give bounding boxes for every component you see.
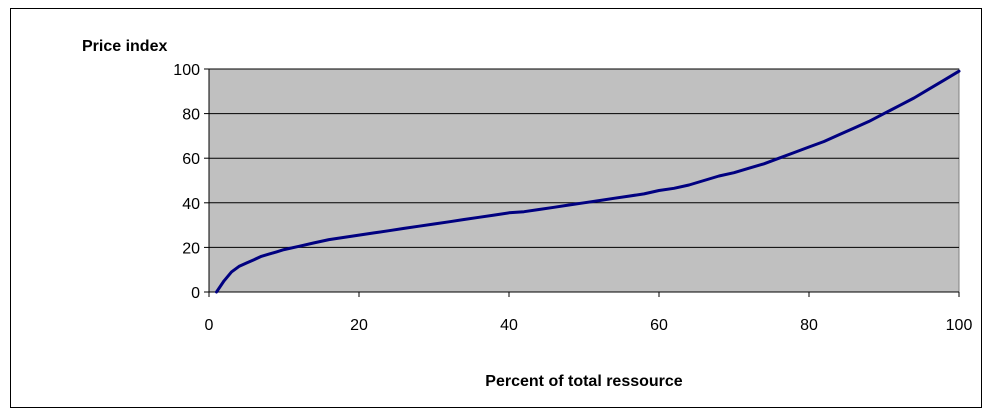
y-tick-label: 40 [182, 196, 200, 213]
x-tick-label: 60 [650, 317, 668, 334]
line-chart: 0 20 40 60 80 100 0 20 40 60 80 100 Price index Pe… [82, 38, 973, 390]
x-tick-label: 0 [205, 317, 214, 334]
x-tick-label: 40 [500, 317, 518, 334]
x-tick-label: 20 [350, 317, 368, 334]
x-tick-label: 80 [800, 317, 818, 334]
series-line [215, 69, 961, 294]
y-tick-label: 100 [173, 62, 200, 79]
x-tick-label: 100 [946, 317, 973, 334]
x-axis-title: Percent of total ressource [485, 373, 683, 390]
plot-area [208, 68, 960, 293]
y-tick-label: 0 [191, 285, 200, 302]
y-axis-title: Price index [82, 38, 167, 55]
y-tick-label: 80 [182, 107, 200, 124]
y-tick-label: 60 [182, 151, 200, 168]
x-axis-ticks: 0 20 40 60 80 100 [205, 292, 973, 334]
y-axis-ticks: 0 20 40 60 80 100 [173, 62, 209, 302]
y-tick-label: 20 [182, 240, 200, 257]
